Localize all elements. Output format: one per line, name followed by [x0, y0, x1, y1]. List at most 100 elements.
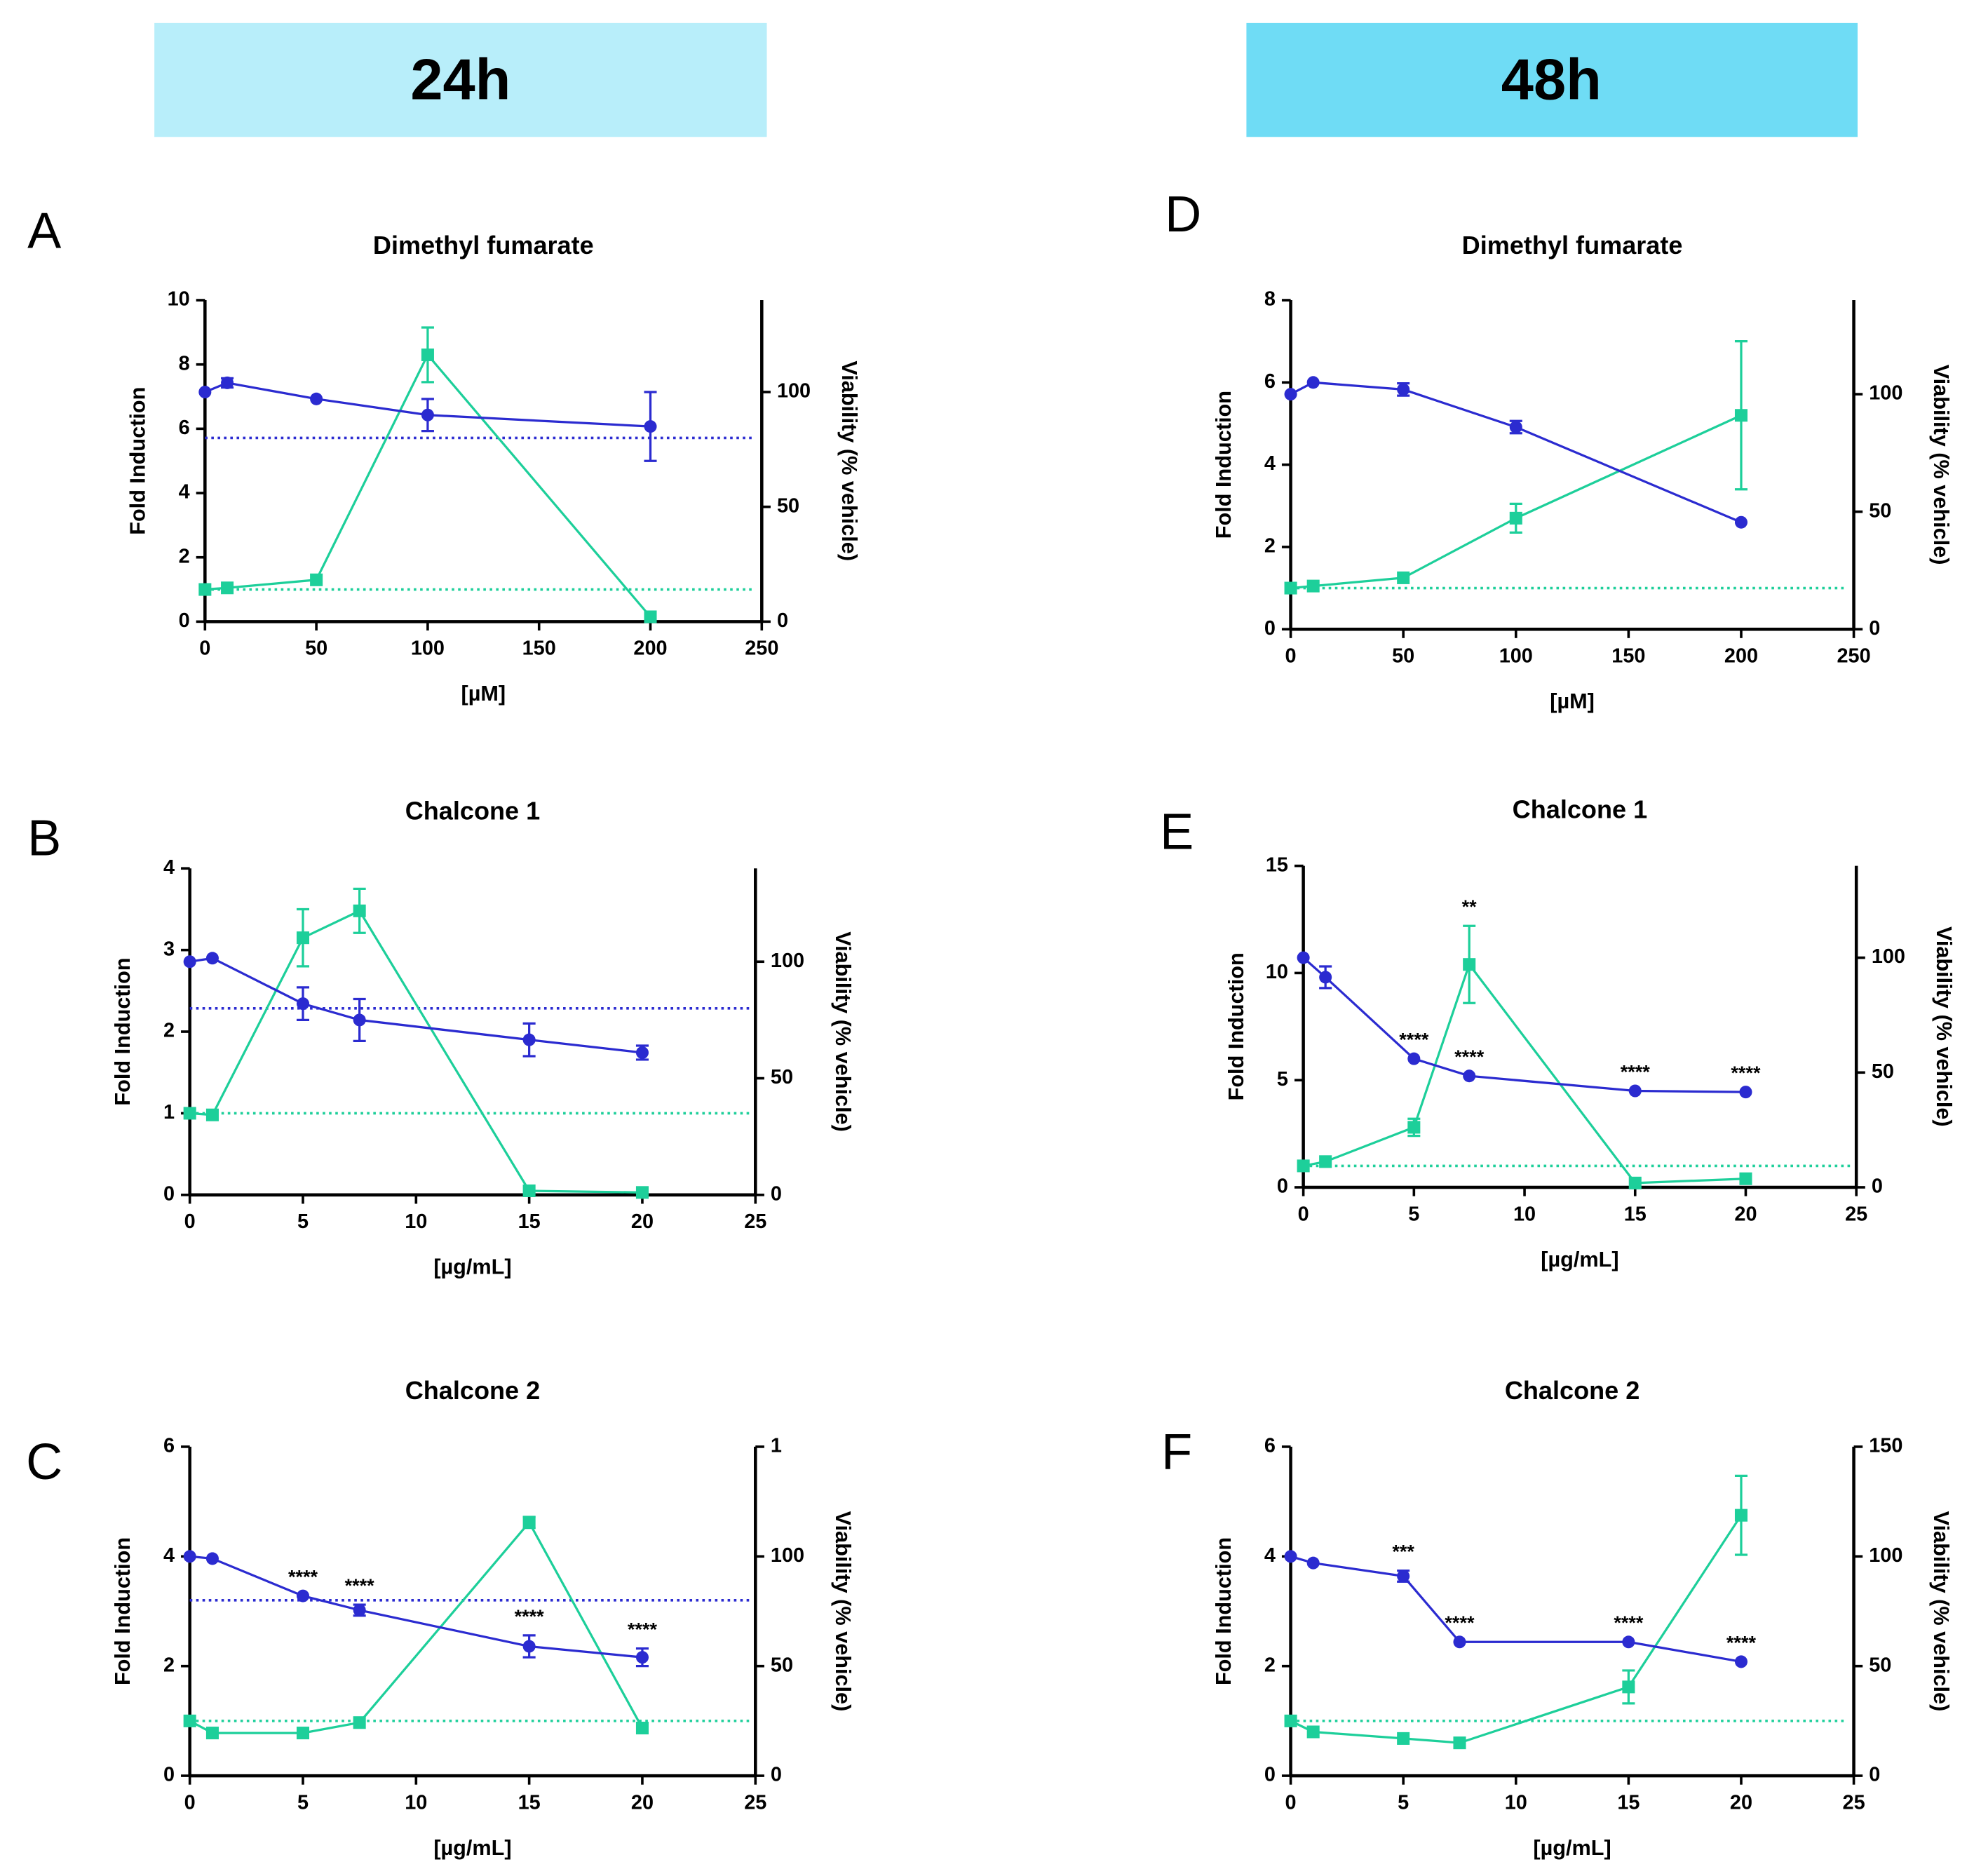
y-tick-label: 10 — [168, 288, 190, 311]
data-point — [1284, 1550, 1297, 1563]
x-tick-label: 5 — [297, 1791, 309, 1814]
x-tick-label: 20 — [631, 1210, 654, 1233]
y-tick-label: 8 — [179, 352, 190, 374]
data-point — [183, 955, 196, 969]
data-point — [1734, 1655, 1747, 1668]
data-point — [1628, 1176, 1642, 1189]
y2-tick-label: 100 — [1872, 945, 1905, 968]
data-point — [310, 573, 323, 586]
data-point — [221, 581, 234, 595]
y2-tick-label: 1 — [771, 1435, 782, 1457]
y-tick-label: 5 — [1277, 1068, 1288, 1091]
y-tick-label: 4 — [163, 1544, 175, 1567]
data-point — [1453, 1635, 1466, 1649]
y-axis-label: Fold Induction — [111, 957, 135, 1105]
data-point — [1284, 581, 1297, 595]
data-point — [1297, 1159, 1310, 1173]
series-line — [205, 353, 651, 618]
data-point — [1319, 971, 1332, 984]
panel-letter: E — [1160, 804, 1194, 860]
x-tick-label: 0 — [184, 1210, 196, 1233]
y-axis-label: Fold Induction — [111, 1537, 135, 1685]
series-line — [189, 909, 642, 1194]
data-point — [310, 392, 323, 405]
data-point — [1397, 1732, 1410, 1745]
data-point — [1734, 1509, 1747, 1522]
significance-label: **** — [345, 1575, 375, 1596]
y-tick-label: 1 — [163, 1101, 175, 1123]
x-tick-label: 150 — [1611, 645, 1645, 668]
panel-letter: B — [27, 810, 61, 866]
data-point — [205, 952, 219, 965]
data-point — [353, 904, 366, 917]
x-axis-label: [µM] — [1550, 689, 1595, 713]
y2-tick-label: 50 — [771, 1654, 793, 1676]
data-point — [205, 1727, 219, 1740]
x-tick-label: 10 — [405, 1210, 427, 1233]
chart-title: Dimethyl fumarate — [1462, 231, 1683, 259]
series-line — [1302, 957, 1746, 1093]
data-point — [183, 1714, 196, 1727]
x-tick-label: 100 — [411, 637, 445, 660]
y2-tick-label: 0 — [1872, 1175, 1883, 1198]
y2-tick-label: 50 — [1869, 1654, 1891, 1676]
y-tick-label: 4 — [1264, 1544, 1276, 1567]
x-tick-label: 10 — [1513, 1203, 1536, 1225]
data-point — [522, 1516, 536, 1529]
significance-label: ** — [1462, 896, 1478, 917]
x-tick-label: 25 — [744, 1210, 766, 1233]
y2-axis-label: Viability (% vehicle) — [1929, 365, 1953, 565]
y2-tick-label: 100 — [1869, 382, 1902, 405]
y2-tick-label: 50 — [771, 1066, 793, 1088]
data-point — [644, 420, 657, 433]
significance-label: **** — [288, 1566, 318, 1587]
x-tick-label: 50 — [1392, 645, 1414, 668]
y2-tick-label: 100 — [777, 380, 811, 403]
y-tick-label: 2 — [163, 1020, 175, 1042]
data-point — [1407, 1052, 1421, 1065]
data-point — [353, 1716, 366, 1729]
x-tick-label: 20 — [1730, 1791, 1752, 1814]
data-point — [644, 610, 657, 623]
series-line — [1290, 1555, 1742, 1664]
significance-label: **** — [515, 1606, 545, 1627]
data-point — [635, 1186, 649, 1199]
panel-letter: F — [1161, 1424, 1192, 1480]
data-point — [1306, 376, 1320, 389]
x-tick-label: 5 — [297, 1210, 309, 1233]
data-point — [198, 385, 212, 399]
panel-letter: C — [26, 1434, 62, 1490]
y-tick-label: 2 — [179, 545, 190, 567]
y-axis-label: Fold Induction — [1212, 391, 1236, 539]
data-point — [1739, 1086, 1752, 1099]
significance-label: **** — [1614, 1612, 1644, 1633]
data-point — [522, 1640, 536, 1653]
data-point — [635, 1046, 649, 1059]
x-tick-label: 150 — [522, 637, 556, 660]
data-point — [1407, 1121, 1421, 1134]
significance-label: **** — [1454, 1046, 1485, 1067]
y2-tick-label: 50 — [1872, 1060, 1894, 1083]
x-axis-label: [µM] — [461, 682, 506, 706]
y-tick-label: 8 — [1264, 288, 1276, 311]
x-axis-label: [µg/mL] — [1541, 1248, 1618, 1271]
y-tick-label: 2 — [1264, 535, 1276, 558]
y-tick-label: 6 — [1264, 1435, 1276, 1457]
y-tick-label: 2 — [163, 1654, 175, 1676]
y2-axis-label: Viability (% vehicle) — [831, 931, 855, 1132]
data-point — [1306, 1725, 1320, 1739]
y-tick-label: 4 — [179, 481, 190, 504]
x-tick-label: 5 — [1398, 1791, 1409, 1814]
y2-tick-label: 0 — [1869, 617, 1880, 640]
x-tick-label: 0 — [1298, 1203, 1309, 1225]
y-tick-label: 0 — [1277, 1175, 1288, 1198]
x-axis-label: [µg/mL] — [433, 1255, 511, 1279]
y-tick-label: 10 — [1266, 961, 1288, 983]
x-tick-label: 15 — [518, 1791, 541, 1814]
data-point — [421, 348, 434, 361]
data-point — [635, 1722, 649, 1735]
x-tick-label: 10 — [405, 1791, 427, 1814]
header-label: 48h — [1501, 46, 1602, 112]
x-tick-label: 250 — [1837, 645, 1870, 668]
